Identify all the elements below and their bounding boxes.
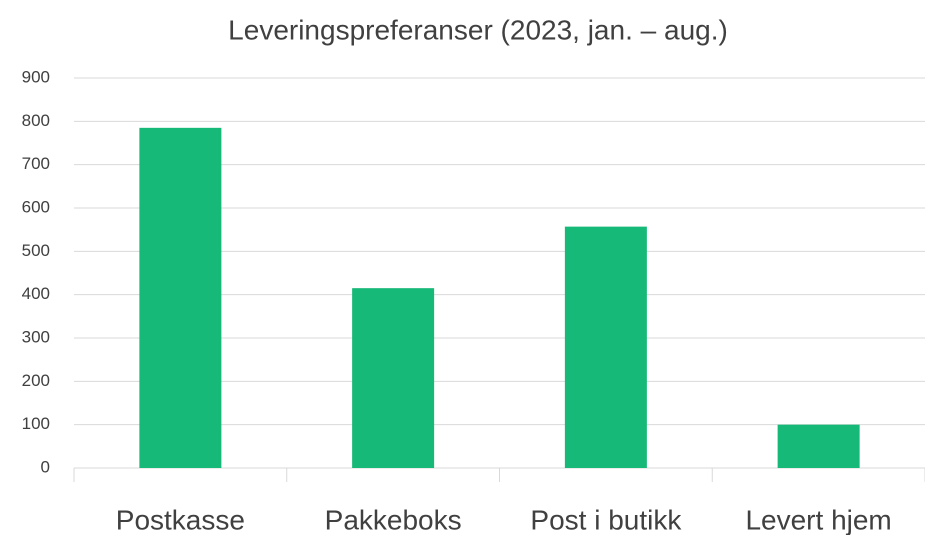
chart-title: Leveringspreferanser (2023, jan. – aug.) <box>228 14 728 45</box>
x-tick-label: Pakkeboks <box>325 504 462 535</box>
x-tick-label: Post i butikk <box>530 504 682 535</box>
y-tick-label: 100 <box>22 414 50 433</box>
y-tick-label: 700 <box>22 154 50 173</box>
y-tick-label: 200 <box>22 371 50 390</box>
bar <box>139 127 222 468</box>
x-tick-label: Postkasse <box>116 504 245 535</box>
bar <box>564 226 647 468</box>
bar <box>352 288 435 468</box>
y-tick-label: 500 <box>22 241 50 260</box>
x-tick-label: Levert hjem <box>745 504 891 535</box>
y-tick-label: 300 <box>22 327 50 346</box>
y-tick-label: 800 <box>22 111 50 130</box>
y-tick-label: 600 <box>22 197 50 216</box>
bar <box>777 424 860 468</box>
y-tick-label: 0 <box>41 457 50 476</box>
y-tick-label: 400 <box>22 284 50 303</box>
y-tick-label: 900 <box>22 67 50 86</box>
